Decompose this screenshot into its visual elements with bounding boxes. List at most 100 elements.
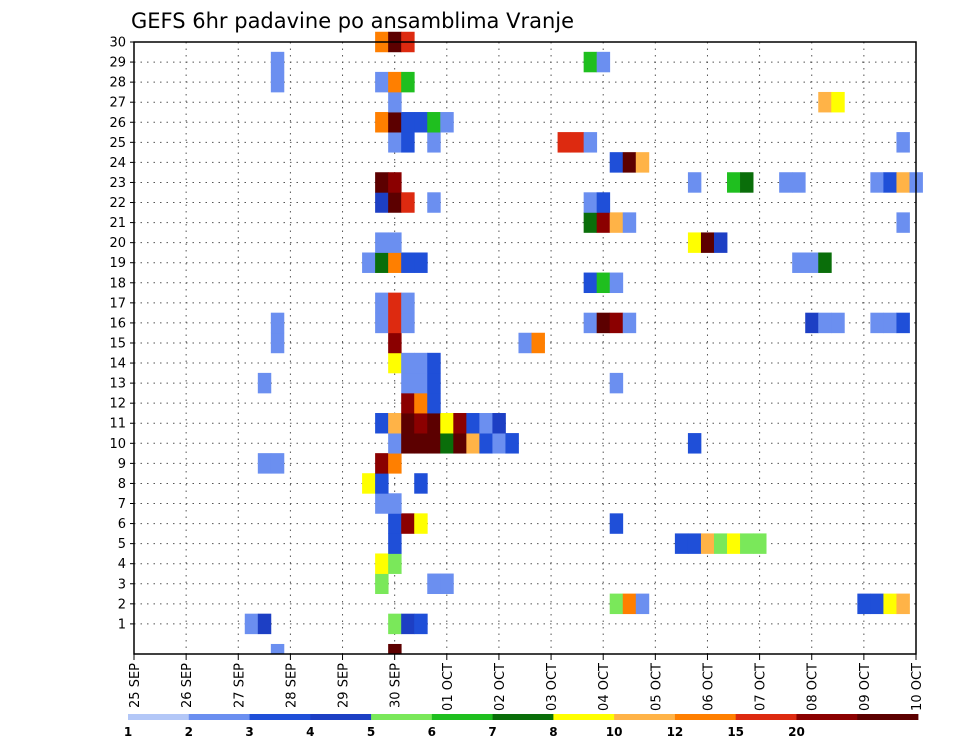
- colorbar-tick-label: 7: [488, 725, 496, 739]
- heatmap-cell: [596, 51, 611, 73]
- x-tick-label: 30 SEP: [389, 663, 404, 708]
- heatmap-cell: [687, 433, 702, 454]
- heatmap-cell: [622, 152, 637, 173]
- heatmap-cell: [687, 172, 702, 193]
- heatmap-cell: [270, 51, 285, 73]
- y-tick-label: 26: [109, 116, 126, 131]
- heatmap-cell: [388, 71, 402, 93]
- heatmap-cell: [401, 392, 415, 414]
- colorbar-swatch: [735, 714, 797, 720]
- heatmap-cell: [583, 272, 598, 294]
- heatmap-cell: [440, 413, 454, 434]
- heatmap-cell: [375, 192, 389, 213]
- y-tick-label: 16: [109, 316, 126, 331]
- heatmap-cell: [388, 172, 402, 193]
- heatmap-cell: [596, 312, 611, 334]
- y-tick-label: 28: [109, 76, 126, 91]
- y-tick-label: 4: [118, 557, 126, 572]
- heatmap-cell: [388, 312, 402, 334]
- heatmap-cell: [740, 533, 754, 554]
- heatmap-cell: [596, 192, 611, 213]
- heatmap-cell: [362, 473, 376, 494]
- heatmap-cell: [805, 312, 819, 334]
- heatmap-cell: [414, 513, 428, 534]
- y-tick-label: 11: [109, 417, 126, 432]
- heatmap-cell: [375, 453, 389, 474]
- y-tick-label: 10: [109, 437, 126, 452]
- heatmap-cell: [492, 413, 506, 434]
- plot-frame: [133, 41, 917, 655]
- heatmap-cell: [896, 593, 910, 615]
- chart-title: GEFS 6hr padavine po ansamblima Vranje: [131, 9, 574, 33]
- x-tick-label: 27 SEP: [232, 663, 247, 708]
- heatmap-cell: [375, 71, 389, 93]
- heatmap-cell: [635, 593, 650, 615]
- x-tick-label: 29 SEP: [337, 663, 352, 708]
- heatmap-cell: [388, 232, 402, 253]
- heatmap-cell: [388, 112, 402, 133]
- x-tick-label: 02 OCT: [493, 663, 508, 711]
- heatmap-cell: [270, 312, 285, 334]
- heatmap-cell: [453, 433, 467, 454]
- colorbar-swatch: [614, 714, 676, 720]
- heatmap-cell: [401, 132, 415, 153]
- heatmap-cell: [583, 192, 598, 213]
- y-tick-label: 9: [118, 457, 126, 472]
- heatmap-cell: [883, 312, 897, 334]
- heatmap-cell: [622, 312, 637, 334]
- y-tick-label: 23: [109, 176, 126, 191]
- heatmap-cell: [896, 312, 910, 334]
- heatmap-cell: [857, 593, 871, 615]
- colorbar-swatch: [796, 714, 858, 720]
- heatmap-cell: [427, 392, 441, 414]
- y-tick-label: 13: [109, 377, 126, 392]
- y-tick-label: 14: [109, 357, 126, 372]
- heatmap-cell: [375, 553, 389, 574]
- y-tick-label: 17: [109, 296, 126, 311]
- grid: [134, 41, 916, 654]
- x-tick-label: 09 OCT: [858, 663, 873, 711]
- y-tick-label: 3: [118, 577, 126, 592]
- heatmap-cell: [414, 252, 428, 273]
- heatmap-cell: [401, 252, 415, 273]
- heatmap-cell: [818, 312, 832, 334]
- colorbar-tick-label: 20: [788, 725, 805, 739]
- heatmap-cell: [753, 533, 767, 554]
- heatmap-cell: [596, 272, 611, 294]
- heatmap-cell: [583, 132, 598, 153]
- heatmap-cell: [401, 413, 415, 434]
- heatmap-cell: [596, 212, 611, 233]
- heatmap-cell: [401, 71, 415, 93]
- y-tick-label: 7: [118, 497, 126, 512]
- x-tick-label: 28 SEP: [284, 663, 299, 708]
- heatmap-cell: [635, 152, 650, 173]
- heatmap-cell: [818, 91, 832, 113]
- heatmap-cell: [805, 252, 819, 273]
- heatmap-cell: [270, 332, 285, 354]
- heatmap-cell: [427, 573, 441, 595]
- colorbar-swatch: [188, 714, 250, 720]
- heatmap-cell: [414, 473, 428, 494]
- y-axis-ticks: 1234567891011121314151617181920212223242…: [109, 36, 134, 632]
- y-tick-label: 2: [118, 597, 126, 612]
- colorbar-tick-label: 8: [549, 725, 557, 739]
- heatmap-cell: [257, 613, 272, 635]
- y-tick-label: 5: [118, 537, 126, 552]
- x-tick-label: 03 OCT: [545, 663, 560, 711]
- heatmap-cell: [609, 152, 624, 173]
- heatmap-cell: [870, 593, 884, 615]
- heatmap-cell: [401, 433, 415, 454]
- heatmap-cell: [270, 453, 285, 474]
- heatmap-cell: [375, 252, 389, 273]
- heatmap-cell: [401, 513, 415, 534]
- heatmap-cell: [257, 372, 272, 394]
- heatmap-cell: [401, 112, 415, 133]
- heatmap-cell: [896, 212, 910, 233]
- heatmap-cell: [609, 272, 624, 294]
- heatmap-cell: [388, 413, 402, 434]
- heatmap-cell: [388, 433, 402, 454]
- heatmap-cell: [700, 533, 715, 554]
- colorbar-tick-label: 4: [306, 725, 314, 739]
- heatmap-cell: [713, 232, 728, 253]
